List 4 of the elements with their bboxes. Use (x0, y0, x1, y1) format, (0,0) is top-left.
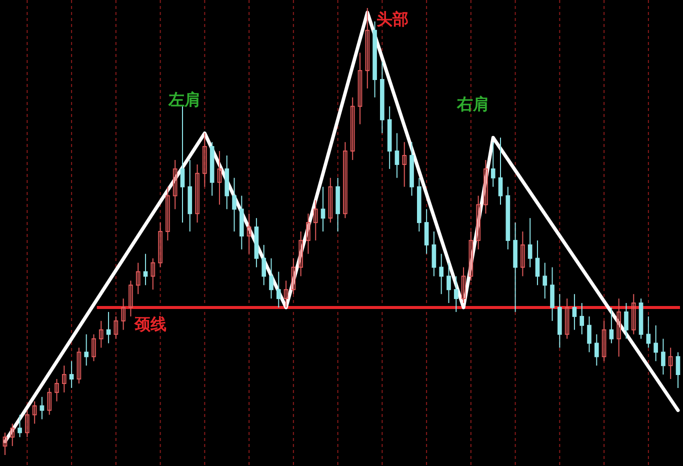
annotation: 头部 (376, 9, 408, 28)
annotation: 左肩 (168, 90, 201, 110)
annotation: 右肩 (456, 94, 490, 114)
ref-line-label: 颈线 (133, 314, 166, 334)
